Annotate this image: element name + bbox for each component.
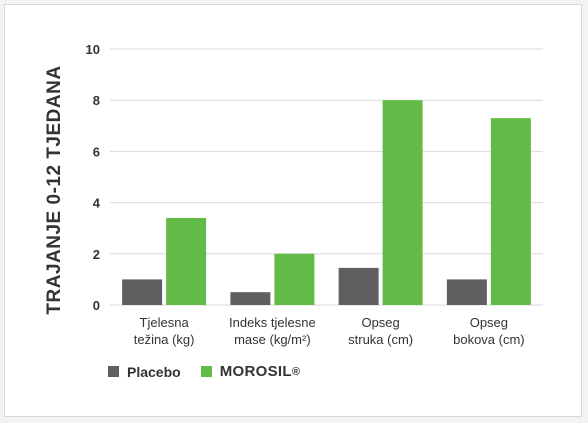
y-tick-label: 10: [86, 42, 100, 57]
legend-label-placebo: Placebo: [127, 363, 181, 380]
bar-morosil-1: [166, 217, 207, 305]
y-tick-label: 4: [93, 196, 101, 211]
y-tick-label: 2: [93, 247, 100, 262]
legend-item-morosil: MOROSIL ®: [200, 363, 300, 380]
bar-placebo-2: [230, 292, 271, 305]
x-category-label: Indeks tjelesne: [229, 315, 316, 330]
x-category-label: mase (kg/m²): [234, 332, 311, 347]
legend-swatch-morosil: [200, 366, 212, 377]
bar-placebo-3: [338, 267, 379, 305]
legend-swatch-placebo: [108, 366, 119, 377]
chart-card: [4, 4, 582, 417]
registered-mark: ®: [291, 365, 300, 378]
y-tick-label: 0: [93, 298, 100, 313]
legend-item-placebo: Placebo: [108, 364, 181, 380]
x-category-label: Opseg: [361, 315, 399, 330]
bar-morosil-4: [490, 118, 531, 306]
bar-morosil-3: [382, 100, 423, 305]
legend-label-morosil: MOROSIL: [219, 363, 292, 380]
y-tick-label: 6: [93, 144, 100, 159]
x-category-label: Opseg: [470, 315, 508, 330]
y-axis-label: TRAJANJE 0-12 TJEDANA: [44, 65, 65, 315]
bar-placebo-1: [122, 279, 163, 305]
x-category-label: težina (kg): [134, 332, 195, 347]
legend: Placebo MOROSIL ®: [108, 363, 320, 380]
bar-placebo-4: [446, 279, 487, 305]
y-tick-label: 8: [93, 93, 100, 108]
bar-morosil-2: [274, 253, 315, 305]
x-category-label: struka (cm): [348, 332, 413, 347]
x-category-label: bokova (cm): [453, 332, 525, 347]
x-category-label: Tjelesna: [140, 315, 190, 330]
